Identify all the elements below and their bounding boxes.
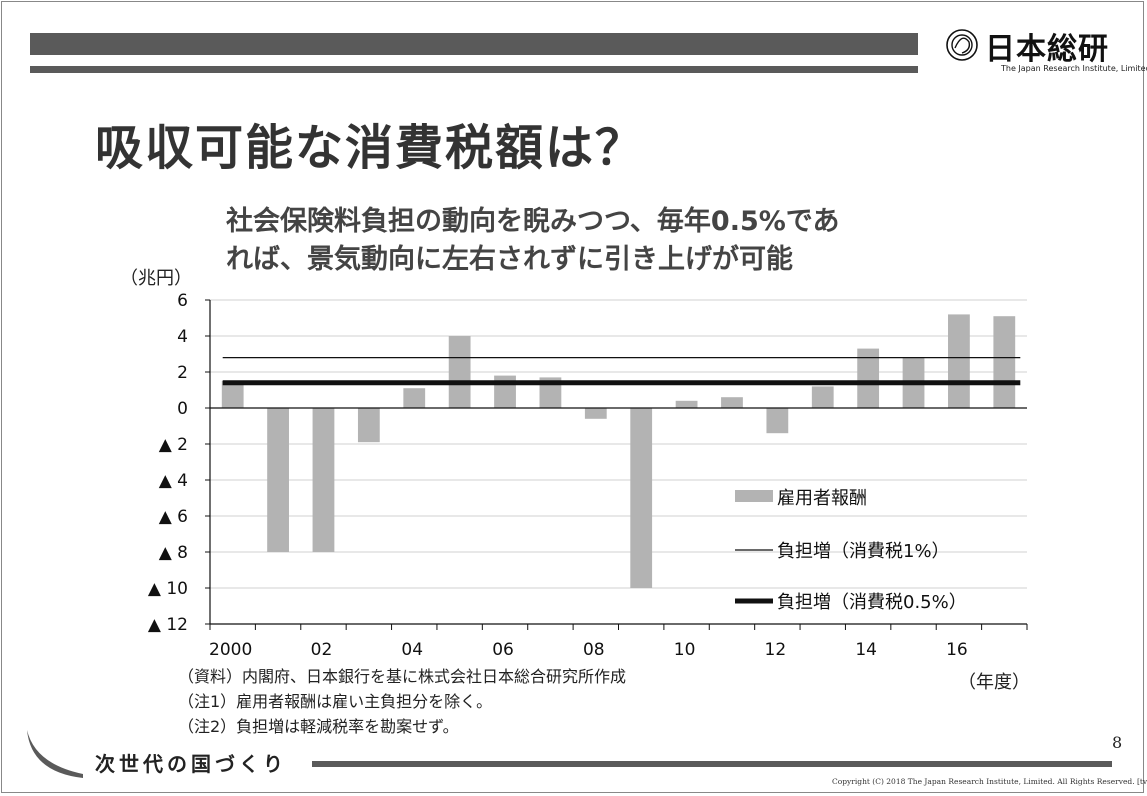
x-tick-label: 04	[401, 640, 423, 660]
legend-label: 雇用者報酬	[777, 488, 867, 509]
subtitle-line-2: れば、景気動向に左右されずに引き上げが可能	[226, 244, 793, 275]
x-tick-label: 10	[674, 640, 696, 660]
footer-title: 次世代の国づくり	[95, 752, 287, 776]
x-tick-label: 16	[946, 640, 968, 660]
note-2: （注2）負担増は軽減税率を勘案せず。	[178, 717, 459, 736]
bar-2010	[675, 400, 698, 408]
bar-2013	[811, 386, 834, 408]
footer-swoosh-icon	[27, 730, 83, 778]
x-axis-unit-label: （年度）	[958, 672, 1030, 693]
x-tick-label: 14	[855, 640, 877, 660]
bar-2001	[267, 408, 289, 552]
y-tick-label: ▲ 10	[148, 579, 188, 599]
legend-label: 負担増（消費税0.5%）	[777, 592, 967, 613]
subtitle-line-1: 社会保険料負担の動向を睨みつつ、毎年0.5%であ	[226, 206, 840, 237]
legend-swatch-bar	[735, 490, 773, 502]
legend-label: 負担増（消費税1%）	[777, 541, 950, 562]
bar-2000	[221, 381, 244, 408]
y-tick-label: ▲ 6	[159, 507, 188, 527]
y-tick-label: 2	[177, 363, 188, 383]
y-tick-label: 4	[177, 327, 188, 347]
y-tick-label: 0	[177, 399, 188, 419]
y-tick-label: ▲ 8	[159, 543, 188, 563]
x-tick-label: 06	[492, 640, 514, 660]
y-tick-label: ▲ 12	[148, 615, 188, 635]
note-1: （注1）雇用者報酬は雇い主負担分を除く。	[178, 692, 493, 711]
bar-2016	[948, 314, 970, 408]
page-title: 吸収可能な消費税額は？	[95, 120, 646, 176]
page-number: 8	[1112, 733, 1123, 752]
x-tick-label: 2000	[209, 640, 252, 660]
bar-2004	[403, 388, 426, 408]
bar-2002	[312, 408, 335, 552]
bar-2014	[857, 348, 880, 408]
y-tick-label: 6	[177, 291, 188, 311]
bar-2008	[584, 408, 607, 419]
x-tick-label: 12	[765, 640, 787, 660]
bar-2005	[448, 336, 471, 408]
chart-notes: （資料）内閣府、日本銀行を基に株式会社日本総合研究所作成 （注1）雇用者報酬は雇…	[178, 664, 626, 739]
footer-bar	[312, 761, 1112, 767]
bar-2009	[630, 408, 653, 588]
x-tick-label: 08	[583, 640, 605, 660]
bar-2012	[766, 408, 789, 434]
y-tick-label: ▲ 4	[159, 471, 188, 491]
slide-subtitle: 社会保険料負担の動向を睨みつつ、毎年0.5%であ れば、景気動向に左右されずに引…	[226, 203, 986, 279]
y-axis-unit-label: （兆円）	[120, 268, 192, 289]
source-note: （資料）内閣府、日本銀行を基に株式会社日本総合研究所作成	[178, 667, 627, 686]
logo-subtext: The Japan Research Institute, Limited	[1001, 64, 1147, 73]
bar-2017	[993, 316, 1016, 408]
bar-2003	[357, 408, 380, 443]
x-tick-label: 02	[311, 640, 333, 660]
company-logo: 日本総研 The Japan Research Institute, Limit…	[945, 26, 1147, 76]
y-tick-label: ▲ 2	[159, 435, 188, 455]
bar-2011	[721, 397, 743, 408]
header-bar-thick	[30, 33, 918, 55]
copyright-text: Copyright (C) 2018 The Japan Research In…	[832, 777, 1147, 786]
header-bar-thin	[30, 66, 918, 73]
logo-text: 日本総研	[985, 32, 1109, 67]
logo-emblem-icon	[946, 29, 978, 61]
